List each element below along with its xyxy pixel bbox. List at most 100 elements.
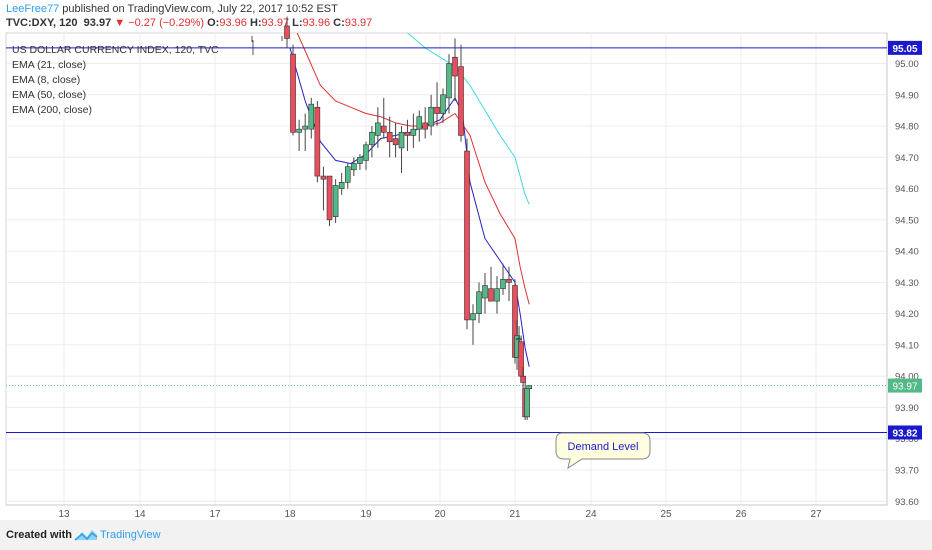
candle-down — [404, 131, 411, 136]
candle-up — [494, 288, 500, 302]
created-with-label: Created with — [6, 529, 73, 541]
high-value: 93.97 — [261, 17, 290, 29]
candle-down — [386, 131, 393, 142]
ticker: TVC:DXY, 120 — [6, 17, 78, 29]
y-tick-label: 94.60 — [895, 184, 919, 195]
level-price-label: 93.82 — [892, 428, 917, 439]
close-label: C: — [333, 17, 345, 29]
x-tick-label: 21 — [509, 509, 521, 520]
candle-down — [314, 106, 321, 177]
plot-area — [5, 32, 888, 506]
candle-down — [392, 138, 399, 146]
candle-down — [452, 56, 458, 77]
footer-bar: Created with TradingView — [0, 520, 932, 550]
x-tick-label: 20 — [434, 509, 446, 520]
down-arrow-icon: ▼ — [114, 17, 126, 29]
candle-up — [351, 163, 357, 171]
candle-up — [344, 166, 351, 183]
y-tick-label: 94.70 — [895, 153, 919, 164]
y-tick-label: 93.60 — [895, 497, 919, 508]
symbol-info: TVC:DXY, 120 93.97 ▼ −0.27 (−0.29%) O:93… — [6, 16, 372, 31]
x-tick-label: 18 — [284, 509, 296, 520]
y-tick-label: 94.20 — [895, 309, 919, 320]
candle-up — [446, 63, 452, 99]
level-price-tag — [888, 425, 922, 440]
legend-ema-200: EMA (200, close) — [12, 104, 92, 116]
y-tick-label: 94.10 — [895, 340, 919, 351]
legend-ema-8: EMA (8, close) — [12, 74, 81, 86]
tradingview-brand-link[interactable]: TradingView — [100, 529, 161, 541]
publish-info: LeeFree77 published on TradingView.com, … — [6, 2, 338, 17]
legend-ema-50: EMA (50, close) — [12, 89, 87, 101]
tradingview-logo-icon — [74, 530, 98, 541]
candle-down — [380, 125, 387, 133]
legend-ema-21: EMA (21, close) — [12, 59, 87, 71]
candle-up — [398, 131, 405, 149]
published-text: published on TradingView.com, July 22, 2… — [59, 3, 338, 15]
annotation-bubble — [555, 432, 651, 470]
candle-down — [326, 175, 333, 221]
candle-down — [464, 150, 470, 321]
legend-title: US DOLLAR CURRENCY INDEX, 120, TVC — [12, 44, 219, 56]
candle-up — [308, 103, 315, 130]
y-tick-label: 95.00 — [895, 59, 919, 70]
x-tick-label: 24 — [585, 509, 597, 520]
author-link[interactable]: LeeFree77 — [6, 3, 60, 15]
x-tick-label: 14 — [134, 509, 146, 520]
candle-down — [320, 175, 327, 180]
open-value: 93.96 — [219, 17, 247, 29]
y-tick-label: 94.00 — [895, 372, 919, 383]
candle-up — [302, 125, 309, 130]
x-tick-label: 27 — [810, 509, 822, 520]
x-tick-label: 19 — [360, 509, 372, 520]
candle-up — [440, 94, 446, 114]
close-value: 93.97 — [344, 17, 373, 29]
last-price-label: 93.97 — [892, 382, 917, 393]
y-tick-label: 94.40 — [895, 247, 919, 258]
candle-down — [488, 288, 494, 302]
x-tick-label: 25 — [660, 509, 672, 520]
candle-up — [332, 185, 339, 218]
candle-down — [284, 25, 290, 39]
candle-up — [500, 278, 506, 289]
candle-down — [520, 375, 526, 383]
candle-up — [526, 385, 532, 390]
price-change: −0.27 (−0.29%) — [128, 17, 205, 29]
candle-up — [338, 182, 345, 189]
low-value: 93.96 — [302, 17, 331, 29]
open-label: O: — [207, 17, 220, 29]
candle-up — [296, 128, 302, 133]
candle-up — [416, 116, 423, 130]
y-tick-label: 93.80 — [895, 434, 919, 445]
last-price-tag — [888, 378, 922, 393]
candle-up — [369, 131, 375, 146]
candle-up — [410, 128, 417, 136]
y-tick-label: 93.70 — [895, 466, 919, 477]
y-tick-label: 94.90 — [895, 90, 919, 101]
candle-up — [482, 285, 488, 299]
y-tick-label: 94.30 — [895, 278, 919, 289]
candle-up — [375, 122, 381, 136]
chart-legend: US DOLLAR CURRENCY INDEX, 120, TVC EMA (… — [12, 43, 219, 118]
level-price-label: 95.05 — [892, 44, 917, 55]
price-chart[interactable]: 95.00 94.90 94.80 94.70 94.60 94.50 94.40 94.30… — [0, 0, 932, 520]
level-price-tag — [888, 40, 922, 55]
candle-up — [476, 291, 482, 314]
demand-level-annotation: Demand Level — [555, 432, 651, 470]
candle-down — [434, 106, 440, 114]
candle-down — [422, 122, 429, 130]
candle-down — [458, 66, 464, 136]
high-label: H: — [249, 17, 262, 29]
candle-down — [506, 278, 512, 283]
x-tick-label: 17 — [209, 509, 221, 520]
candle-up — [470, 313, 476, 321]
y-tick-label: 94.50 — [895, 215, 919, 226]
candle-up — [357, 157, 363, 164]
candle-up — [363, 144, 369, 161]
y-tick-label: 94.80 — [895, 122, 919, 133]
annotation-text: Demand Level — [568, 441, 639, 453]
x-tick-label: 13 — [58, 509, 70, 520]
candle-up — [428, 106, 434, 127]
series-ema-200-close — [406, 33, 530, 205]
y-tick-label: 93.90 — [895, 403, 919, 414]
